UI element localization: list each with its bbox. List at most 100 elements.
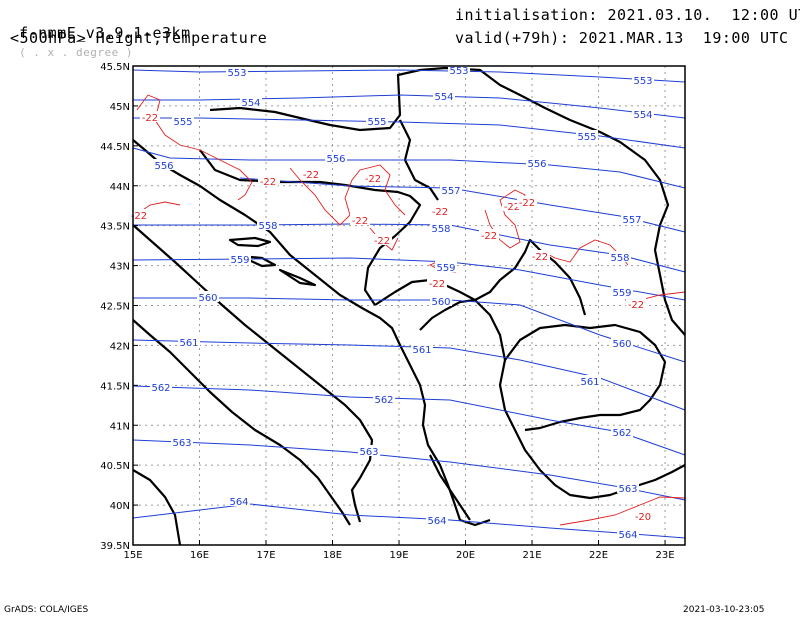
label-bg [358,445,380,456]
coastline-italy-south [132,319,351,526]
footer-timestamp: 2021-03-10-23:05 [683,605,765,615]
height-label: 556 [326,154,345,165]
label-bg [325,152,347,163]
label-bg [621,213,643,224]
height-label: 559 [436,263,455,274]
label-bg [363,172,383,183]
label-bg [435,261,457,272]
y-tick-label: 42.5N [100,302,130,313]
height-label: 553 [227,68,246,79]
units-note: ( . x . degree ) [19,46,134,59]
label-bg [632,108,654,119]
height-label: 564 [618,530,637,541]
y-tick-label: 45N [110,102,130,113]
temperature-label: -22 [303,170,319,181]
label-bg [226,66,248,77]
temperature-label: -22 [481,231,497,242]
label-bg [129,209,149,220]
label-bg [228,495,250,506]
temperature-label: -22 [131,211,147,222]
label-bg [611,286,633,297]
label-bg [609,251,631,262]
temperature-label: -22 [432,207,448,218]
height-label: 558 [258,221,277,232]
island-2 [238,254,277,268]
y-tick-label: 41N [110,421,130,432]
axis-ticks: 15E 16E 17E 18E 19E 20E 21E 22E 23E 39.5N 40N 40.5N… [100,62,674,561]
height-contour-553 [132,69,686,83]
label-bg [430,222,452,233]
height-label: 562 [374,395,393,406]
temperature-label: -20 [635,512,651,523]
label-bg [140,111,160,122]
x-tick-label: 15E [123,550,142,561]
x-tick-label: 23E [656,550,675,561]
height-label: 560 [198,293,217,304]
height-label: 563 [618,484,637,495]
temperature-label: -22 [365,174,381,185]
y-tick-label: 43.5N [100,222,130,233]
height-label: 553 [449,66,468,77]
label-bg [171,436,193,447]
temp-contour-9 [559,496,686,526]
coastline-east [132,139,491,527]
y-tick-label: 43N [110,262,130,273]
temperature-label: -22 [504,202,520,213]
border-kosovo [474,238,587,316]
label-bg [172,115,194,126]
height-contour-556 [132,147,686,189]
label-bg [178,336,200,347]
height-label: 562 [151,383,170,394]
height-label: 557 [441,186,460,197]
contour-labels: 553 553 553 554 554 554 555 555 555 556 556 556 557 5… [129,64,654,541]
label-bg [240,96,262,107]
island-3 [278,268,317,287]
island-1 [228,236,272,248]
label-bg [632,74,654,85]
border-greece [429,454,471,521]
label-bg [229,253,251,264]
temperature-label: -22 [519,198,535,209]
height-label: 555 [577,132,596,143]
temp-contour-2 [289,164,406,226]
label-bg [440,184,462,195]
label-bg [258,175,278,186]
temp-contour-1 [136,94,253,201]
label-bg [479,229,499,240]
label-bg [427,277,447,288]
height-label: 556 [154,161,173,172]
x-tick-label: 20E [456,550,475,561]
height-label: 559 [612,288,631,299]
label-bg [526,157,548,168]
height-label: 563 [359,447,378,458]
label-bg [611,426,633,437]
height-label: 553 [633,76,652,87]
label-bg [502,200,522,211]
x-tick-label: 17E [256,550,275,561]
y-tick-label: 42N [110,341,130,352]
y-tick-label: 44N [110,182,130,193]
border-serbia-west [399,119,439,201]
height-label: 554 [434,92,453,103]
label-bg [617,482,639,493]
height-contour-561 [132,339,686,411]
label-bg [350,214,370,225]
y-tick-label: 45.5N [100,62,130,73]
label-bg [530,250,550,261]
temperature-label: -22 [628,300,644,311]
temperature-label: -22 [142,113,158,124]
temperature-label: -22 [429,279,445,290]
height-label: 555 [367,117,386,128]
x-tick-label: 16E [190,550,209,561]
model-name: f-nmmE_v3.9.1-e3km [19,24,191,42]
label-bg [433,90,455,101]
field-title: <500hPa> Height,Temperature [10,29,268,47]
country-borders [132,66,686,546]
x-tick-label: 21E [523,550,542,561]
label-bg [373,393,395,404]
height-contour-557 [239,177,686,233]
height-contour-555 [133,117,686,149]
coastline-calabria [132,469,182,546]
height-label: 561 [412,345,431,356]
